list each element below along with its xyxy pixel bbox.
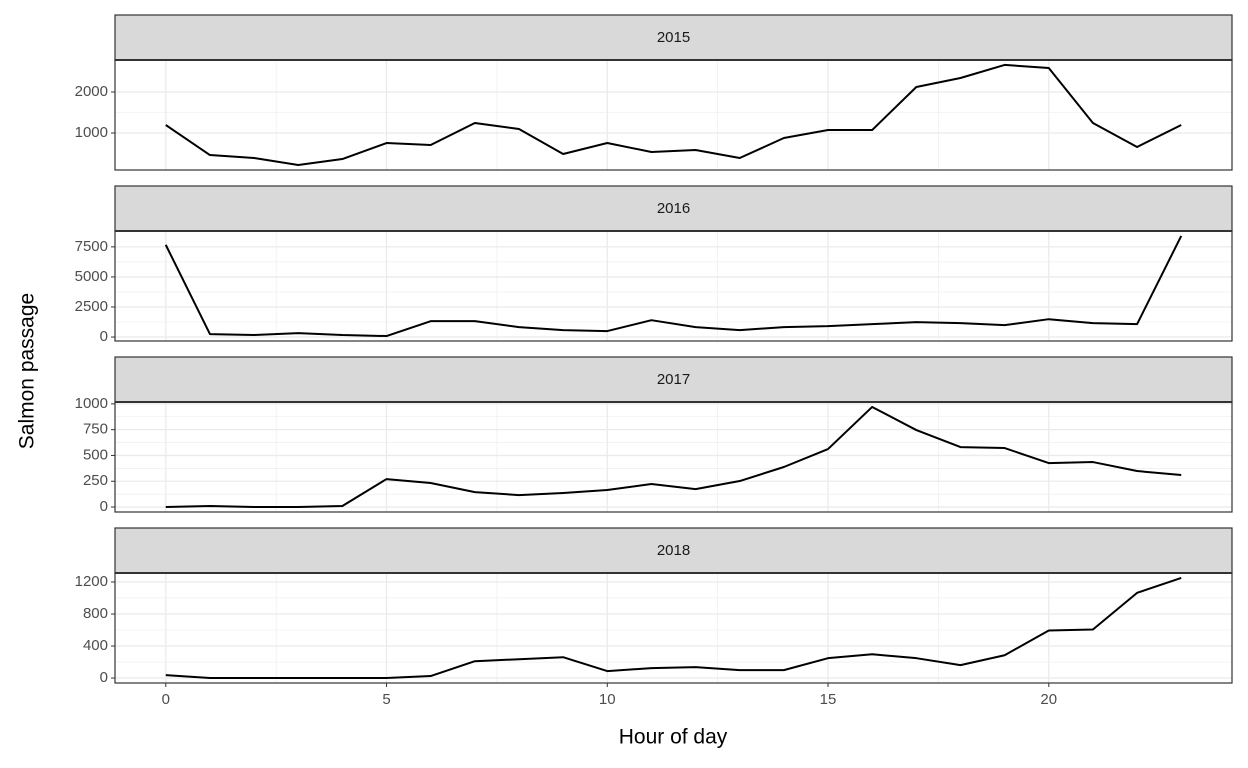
y-tick-label: 250 [83,472,108,489]
y-tick-label: 0 [100,669,108,686]
y-tick-label: 5000 [75,268,108,285]
y-tick-label: 1000 [75,124,108,141]
y-tick-label: 1200 [75,573,108,590]
y-tick-label: 400 [83,637,108,654]
y-tick-label: 750 [83,421,108,438]
panel-background [115,60,1232,170]
y-tick-label: 2000 [75,83,108,100]
panel-background [115,402,1232,512]
strip [114,185,1233,232]
x-tick-label: 20 [1040,691,1057,708]
y-axis-title: Salmon passage [16,293,39,449]
x-tick-label: 15 [820,691,837,708]
line [165,405,1182,509]
x-tick-label: 0 [162,691,170,708]
y-tick-label: 500 [83,446,108,463]
x-tick-label: 5 [382,691,390,708]
strip-title: 2015 [657,29,690,46]
y-tick-label: 0 [100,328,108,345]
x-axis-title: Hour of day [619,726,728,749]
y-tick-label: 0 [100,498,108,515]
panel-background [115,573,1232,683]
strip [114,527,1233,574]
strip [114,356,1233,403]
strip-title: 2018 [657,542,690,559]
strip-title: 2016 [657,200,690,217]
y-tick-label: 2500 [75,298,108,315]
x-tick-label: 10 [599,691,616,708]
strip [114,14,1233,61]
line [165,63,1182,166]
line [165,577,1182,680]
strip-title: 2017 [657,371,690,388]
y-tick-label: 1000 [75,395,108,412]
line [164,235,1183,338]
y-tick-label: 7500 [75,238,108,255]
y-tick-label: 800 [83,605,108,622]
